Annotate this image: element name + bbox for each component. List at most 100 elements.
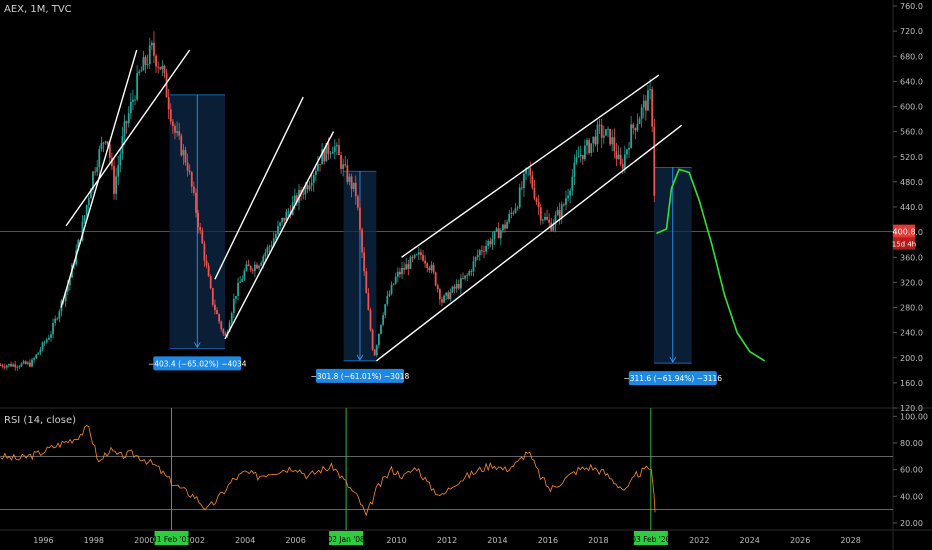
candle-body — [260, 262, 263, 266]
candle-body — [485, 245, 488, 252]
candle-body — [466, 275, 469, 277]
candle-body — [157, 66, 160, 68]
candle-body — [256, 264, 258, 269]
candle-body — [430, 264, 433, 271]
candle-body — [251, 269, 254, 271]
candle-body — [649, 89, 651, 91]
projection-curve[interactable] — [656, 168, 766, 362]
candle-body — [399, 271, 401, 275]
candle-body — [16, 366, 19, 368]
candle-body — [174, 126, 176, 133]
candle-body — [300, 189, 303, 194]
rsi-y-tick-label: 100.00 — [900, 412, 928, 421]
candle-body — [243, 270, 246, 280]
candle-body — [644, 100, 647, 111]
candle-body — [218, 314, 221, 322]
y-tick-label: 320.0 — [900, 278, 923, 287]
candle-body — [546, 216, 548, 220]
candle-body — [159, 67, 162, 70]
candle-body — [483, 251, 485, 253]
candle-body — [287, 211, 290, 213]
candle-body — [420, 252, 422, 256]
candle-body — [237, 282, 239, 297]
candle-body — [224, 333, 227, 336]
candle-body — [66, 285, 69, 292]
candle-body — [184, 149, 187, 163]
candle-body — [432, 264, 435, 273]
candle-body — [0, 365, 2, 367]
candle-body — [480, 250, 483, 252]
x-tick-label: 2016 — [538, 536, 558, 545]
candle-body — [134, 99, 136, 101]
candle-body — [12, 364, 15, 367]
candle-body — [596, 124, 599, 145]
candle-body — [111, 157, 113, 167]
candle-body — [87, 198, 90, 206]
candle-body — [327, 143, 330, 154]
candle-body — [64, 291, 67, 302]
candle-body — [581, 154, 584, 160]
candle-body — [45, 339, 48, 343]
candle-body — [125, 121, 128, 124]
candle-body — [607, 128, 609, 130]
candle-body — [205, 260, 208, 266]
candle-body — [178, 131, 181, 136]
candle-body — [171, 121, 174, 127]
candle-body — [602, 135, 605, 138]
candle-body — [499, 230, 502, 239]
candle-body — [325, 143, 328, 162]
candle-body — [354, 182, 357, 197]
candle-body — [569, 190, 572, 196]
x-tick-label: 1996 — [33, 536, 53, 545]
candle-body — [529, 168, 532, 176]
candle-body — [207, 265, 210, 277]
x-tick-label: 2004 — [235, 536, 255, 545]
candle-body — [31, 359, 33, 367]
candle-body — [359, 207, 361, 230]
rsi-pane[interactable] — [0, 408, 893, 530]
candle-body — [296, 195, 298, 203]
candle-body — [277, 226, 279, 234]
candle-body — [54, 318, 57, 323]
candle-body — [468, 271, 471, 276]
candle-body — [623, 154, 626, 169]
candle-body — [199, 226, 202, 231]
candle-body — [186, 162, 189, 171]
candle-body — [346, 165, 349, 182]
candle-body — [52, 322, 54, 335]
candle-body — [14, 364, 17, 368]
candle-body — [594, 136, 597, 145]
candle-body — [20, 363, 23, 367]
candle-body — [153, 42, 155, 56]
candle-body — [548, 219, 551, 223]
measure-arrow-head — [669, 356, 677, 363]
trend-channels[interactable] — [60, 49, 683, 362]
y-tick-label: 680.0 — [900, 52, 923, 61]
candle-body — [192, 186, 195, 193]
candle-body — [447, 292, 450, 300]
x-tick-label: 2012 — [437, 536, 457, 545]
candle-body — [302, 193, 305, 195]
candle-body — [508, 213, 511, 222]
candle-body — [283, 217, 286, 221]
time-axis[interactable]: 1996199820002002200420062008201020122014… — [33, 531, 861, 545]
y-tick-label: 560.0 — [900, 128, 923, 137]
rsi-y-tick-label: 80.00 — [900, 439, 923, 448]
candle-body — [516, 207, 519, 209]
candle-body — [41, 342, 44, 350]
candle-body — [539, 207, 542, 221]
trend-line — [401, 74, 660, 258]
candle-body — [476, 255, 479, 258]
measure-label-box — [153, 356, 242, 371]
rsi-y-tick-label: 40.00 — [900, 492, 923, 501]
candle-body — [396, 271, 399, 277]
candle-body — [647, 90, 649, 111]
candle-body — [426, 263, 429, 269]
x-tick-label: 1998 — [84, 536, 104, 545]
candle-body — [472, 261, 475, 272]
candle-body — [127, 113, 130, 124]
candle-body — [464, 275, 466, 279]
candle-body — [642, 100, 645, 108]
